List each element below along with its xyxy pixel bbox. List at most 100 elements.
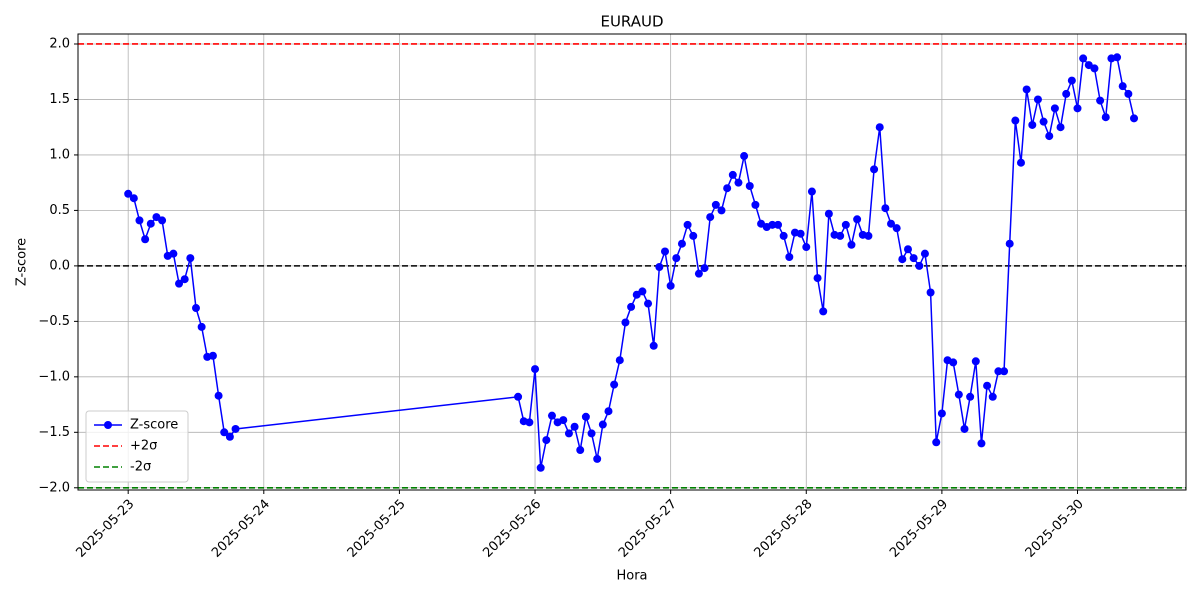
y-tick-label: −1.5 — [38, 425, 70, 440]
data-point — [644, 299, 653, 308]
data-point — [813, 274, 822, 283]
data-point — [751, 200, 760, 209]
data-point — [146, 219, 155, 228]
data-point — [186, 254, 195, 263]
data-point — [542, 436, 551, 445]
data-point — [847, 240, 856, 249]
data-point — [514, 392, 523, 401]
data-point — [1045, 132, 1054, 141]
data-point — [627, 302, 636, 311]
data-point — [1039, 117, 1048, 126]
legend-label: +2σ — [130, 439, 157, 454]
data-point — [971, 357, 980, 366]
data-point — [564, 429, 573, 438]
data-point — [960, 424, 969, 433]
data-point — [135, 216, 144, 225]
data-point — [1016, 158, 1025, 167]
data-point — [1118, 82, 1127, 91]
data-point — [1022, 85, 1031, 94]
data-point — [225, 432, 234, 441]
data-point — [197, 322, 206, 331]
data-point — [937, 409, 946, 418]
data-point — [836, 231, 845, 240]
data-point — [593, 454, 602, 463]
data-point — [785, 253, 794, 262]
data-point — [875, 123, 884, 132]
data-point — [214, 391, 223, 400]
data-point — [615, 356, 624, 365]
y-tick-label: 1.0 — [49, 147, 70, 162]
data-point — [1079, 54, 1088, 63]
data-point — [954, 390, 963, 399]
y-tick-label: −2.0 — [38, 480, 70, 495]
data-point — [932, 438, 941, 447]
y-tick-label: 0.0 — [49, 258, 70, 273]
data-point — [853, 215, 862, 224]
y-tick-label: −1.0 — [38, 369, 70, 384]
data-point — [220, 428, 229, 437]
data-point — [977, 439, 986, 448]
data-point — [1124, 89, 1133, 98]
data-point — [892, 224, 901, 233]
data-point — [672, 254, 681, 263]
data-point — [903, 245, 912, 254]
x-axis-label: Hora — [616, 569, 647, 584]
y-tick-label: −0.5 — [38, 314, 70, 329]
data-point — [734, 178, 743, 187]
legend: Z-score +2σ -2σ — [85, 410, 189, 483]
data-point — [898, 255, 907, 264]
data-point — [841, 220, 850, 229]
data-point — [660, 247, 669, 256]
data-point — [141, 235, 150, 244]
data-point — [1056, 123, 1065, 132]
data-point — [1062, 89, 1071, 98]
data-point — [740, 152, 749, 161]
data-point — [700, 264, 709, 273]
y-tick-label: 1.5 — [49, 92, 70, 107]
legend-label: Z-score — [130, 418, 178, 433]
data-point — [1050, 104, 1059, 113]
data-point — [802, 243, 811, 252]
data-point — [1113, 53, 1122, 62]
data-point — [536, 463, 545, 472]
data-point — [180, 275, 189, 284]
data-point — [988, 392, 997, 401]
data-point — [1011, 116, 1020, 125]
data-point — [1005, 239, 1014, 248]
data-point — [926, 288, 935, 297]
data-point — [915, 261, 924, 270]
data-point — [689, 231, 698, 240]
data-point — [819, 307, 828, 316]
data-point — [559, 416, 568, 425]
data-point — [864, 231, 873, 240]
data-point — [807, 187, 816, 196]
data-point — [994, 367, 1003, 376]
data-point — [1028, 120, 1037, 129]
data-point — [231, 424, 240, 433]
data-point — [666, 281, 675, 290]
legend-marker — [104, 421, 112, 429]
data-point — [711, 200, 720, 209]
y-tick-label: 2.0 — [49, 36, 70, 51]
data-point — [774, 220, 783, 229]
data-point — [966, 392, 975, 401]
data-point — [881, 204, 890, 213]
data-point — [983, 381, 992, 390]
data-point — [694, 269, 703, 278]
data-point — [191, 304, 200, 313]
data-point — [169, 249, 178, 258]
data-point — [649, 341, 658, 350]
data-point — [621, 318, 630, 327]
data-point — [677, 239, 686, 248]
data-point — [779, 231, 788, 240]
data-point — [796, 229, 805, 238]
data-point — [531, 365, 540, 374]
data-point — [1096, 96, 1105, 105]
data-point — [124, 189, 133, 198]
data-point — [683, 220, 692, 229]
y-tick-label: 0.5 — [49, 203, 70, 218]
data-point — [525, 418, 534, 427]
data-point — [1130, 114, 1139, 123]
